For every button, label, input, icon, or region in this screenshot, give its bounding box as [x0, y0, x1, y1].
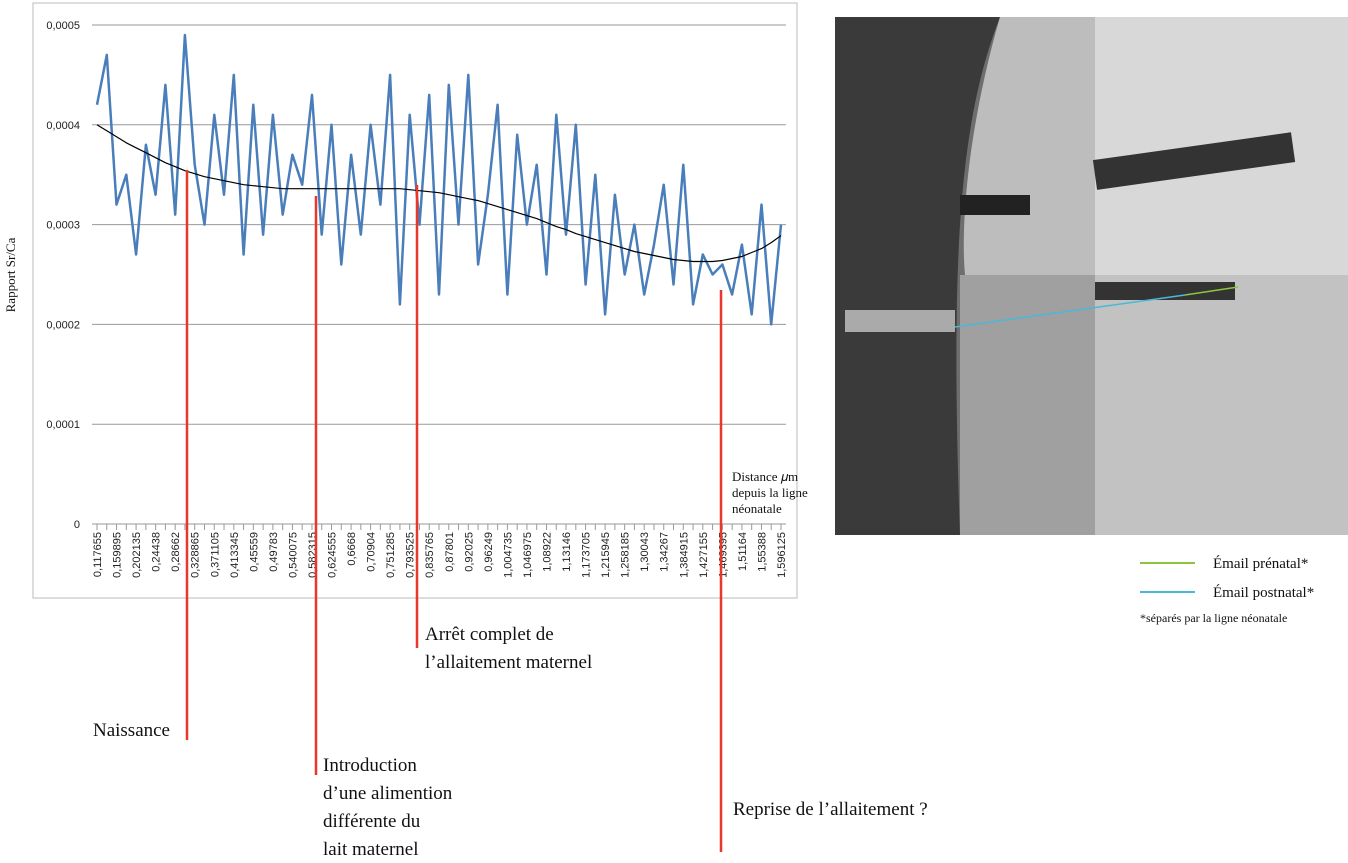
x-tick-label: 0,159895	[112, 532, 124, 578]
micrograph	[835, 17, 1348, 535]
annotation-text: l’allaitement maternel	[425, 652, 592, 673]
x-tick-label: 0,624555	[327, 532, 339, 578]
y-tick-label: 0,0003	[46, 220, 80, 232]
y-tick-label: 0,0005	[46, 20, 80, 32]
x-tick-label: 1,046975	[522, 532, 534, 578]
legend-label: Émail prénatal*	[1213, 555, 1308, 572]
annotation-text: Arrêt complet de	[425, 624, 554, 645]
y-tick-label: 0,0002	[46, 319, 80, 331]
x-tick-label: 1,596125	[776, 532, 788, 578]
annotation-text: Reprise de l’allaitement ?	[733, 799, 928, 820]
x-tick-label: 0,793525	[405, 532, 417, 578]
x-axis-label: Distance 𝜇m	[732, 469, 798, 484]
x-tick-label: 0,49783	[268, 532, 280, 572]
x-tick-label: 1,173705	[581, 532, 593, 578]
x-tick-label: 0,70904	[366, 532, 378, 572]
x-tick-label: 0,6668	[346, 532, 358, 566]
x-tick-label: 0,28662	[170, 532, 182, 572]
x-axis-label: depuis la ligne	[732, 485, 808, 500]
x-tick-label: 0,371105	[209, 532, 221, 577]
x-tick-label: 0,751285	[385, 532, 397, 578]
x-tick-label: 1,004735	[502, 532, 514, 578]
x-tick-label: 0,117655	[92, 532, 104, 577]
y-axis-label: Rapport Sr/Ca	[3, 237, 18, 312]
x-tick-label: 0,328865	[190, 532, 202, 578]
x-tick-label: 1,51164	[737, 532, 749, 571]
trend-line	[96, 124, 782, 263]
x-tick-label: 0,540075	[287, 532, 299, 578]
x-axis-label: néonatale	[732, 501, 782, 516]
x-tick-label: 1,384915	[678, 532, 690, 578]
annotation-text: lait maternel	[323, 839, 418, 860]
y-tick-label: 0	[74, 519, 80, 531]
annotation-text: Naissance	[93, 720, 170, 741]
x-tick-label: 0,413345	[229, 532, 241, 578]
x-tick-label: 0,202135	[131, 532, 143, 578]
data-line	[95, 33, 783, 326]
x-tick-label: 0,24438	[151, 532, 163, 572]
y-tick-label: 0,0001	[46, 419, 80, 431]
x-tick-label: 0,835765	[424, 532, 436, 578]
x-tick-label: 1,215945	[600, 532, 612, 578]
x-tick-label: 1,427155	[698, 532, 710, 578]
y-tick-label: 0,0004	[46, 120, 80, 132]
annotation-text: Introduction	[323, 755, 417, 776]
annotation-text: différente du	[323, 811, 421, 832]
x-tick-label: 1,08922	[541, 532, 553, 572]
x-tick-label: 1,258185	[620, 532, 632, 578]
x-tick-label: 0,96249	[483, 532, 495, 572]
chart-frame	[32, 2, 798, 599]
x-tick-label: 1,55388	[756, 532, 768, 572]
x-tick-label: 1,34267	[659, 532, 671, 572]
x-tick-label: 0,45559	[248, 532, 260, 572]
x-tick-label: 0,87801	[444, 532, 456, 572]
legend-label: Émail postnatal*	[1213, 584, 1314, 601]
annotation-text: d’une alimention	[323, 783, 453, 804]
x-tick-label: 1,30043	[639, 532, 651, 572]
x-tick-label: 0,92025	[463, 532, 475, 572]
x-tick-label: 1,469395	[717, 532, 729, 578]
x-tick-label: 1,13146	[561, 532, 573, 572]
legend-note: *séparés par la ligne néonatale	[1140, 611, 1287, 625]
